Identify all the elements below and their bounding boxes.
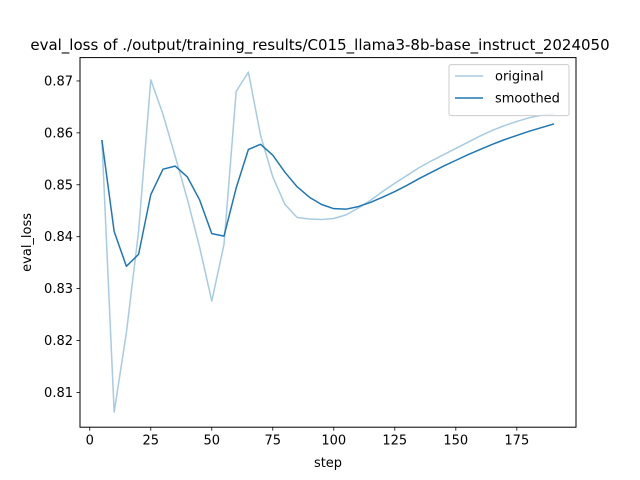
y-axis-label: eval_loss <box>20 213 35 272</box>
y-axis-ticks: 0.81 0.82 0.83 0.84 0.85 0.86 0.87 <box>44 74 80 401</box>
legend-label-original: original <box>495 70 544 85</box>
legend: original smoothed <box>448 64 570 117</box>
x-tick-label: 0 <box>86 434 94 449</box>
y-tick-label: 0.82 <box>44 334 73 349</box>
x-tick-label: 25 <box>142 434 159 449</box>
x-tick-label: 50 <box>204 434 221 449</box>
series-line-smoothed <box>101 123 555 268</box>
x-tick-label: 175 <box>504 434 529 449</box>
y-tick-label: 0.85 <box>44 178 73 193</box>
series-line-original <box>101 71 555 413</box>
x-tick-label: 100 <box>321 434 346 449</box>
plot-frame <box>79 57 577 428</box>
x-tick-label: 125 <box>382 434 407 449</box>
x-tick-label: 150 <box>443 434 468 449</box>
legend-label-smoothed: smoothed <box>495 92 560 107</box>
y-tick-label: 0.87 <box>44 74 73 89</box>
plot-area <box>101 71 555 413</box>
x-axis-label: step <box>314 456 342 471</box>
chart-title: eval_loss of ./output/training_results/C… <box>30 36 609 55</box>
y-tick-label: 0.86 <box>44 126 73 141</box>
y-tick-label: 0.83 <box>44 282 73 297</box>
legend-box <box>448 64 570 117</box>
x-axis-ticks: 0 25 50 75 100 125 150 175 <box>86 427 529 449</box>
y-tick-label: 0.81 <box>44 386 73 401</box>
y-tick-label: 0.84 <box>44 230 73 245</box>
x-tick-label: 75 <box>265 434 282 449</box>
